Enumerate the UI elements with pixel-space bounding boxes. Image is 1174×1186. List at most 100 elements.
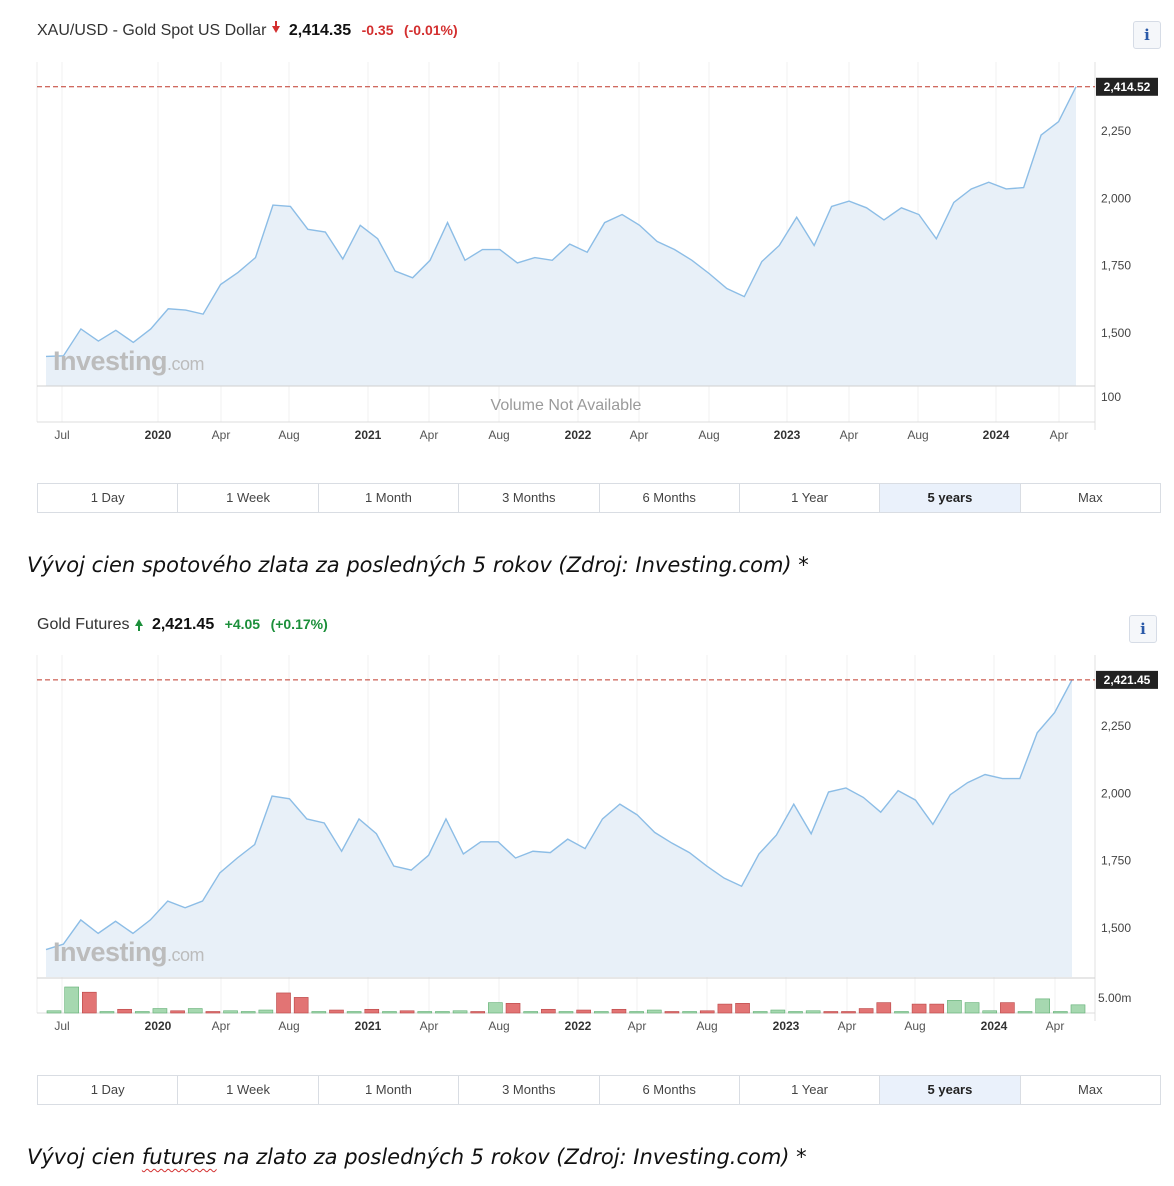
range-button-5-years[interactable]: 5 years [880, 484, 1021, 512]
range-button-1-month[interactable]: 1 Month [319, 1076, 460, 1104]
last-price-tag [1096, 670, 1158, 689]
x-tick-label: 2020 [145, 428, 172, 442]
x-tick-label: Aug [907, 428, 928, 442]
volume-bar [170, 1010, 185, 1014]
last-price-label: 2,414.52 [1104, 80, 1151, 94]
volume-bar [541, 1008, 556, 1014]
range-button-max[interactable]: Max [1078, 490, 1103, 505]
time-range-selector: 1 Day 1 Week 1 Month 3 Months 6 Months 1 Year… [37, 1075, 1161, 1105]
price-change: +4.05 [224, 616, 261, 632]
range-button-1-year[interactable]: 1 Year [740, 484, 881, 512]
volume-bar [982, 1010, 998, 1014]
volume-bar [1070, 1004, 1086, 1014]
volume-bar [205, 1011, 221, 1014]
futures-chart-header: Gold Futures 2,421.45 +4.05 (+0.17%) [37, 616, 328, 634]
info-icon[interactable]: i [1129, 615, 1157, 643]
volume-bar [505, 1003, 521, 1014]
volume-bar [1000, 1002, 1015, 1014]
volume-bar [258, 1009, 274, 1014]
volume-bar [293, 997, 309, 1014]
x-tick-label: Apr [212, 1019, 231, 1033]
price-line [45, 679, 1073, 951]
current-price: 2,421.45 [151, 616, 215, 633]
volume-bar [805, 1010, 821, 1014]
x-tick-label: 2024 [981, 1019, 1008, 1033]
x-tick-label: Aug [278, 428, 299, 442]
spot-chart-header: XAU/USD - Gold Spot US Dollar 2,414.35 -… [37, 21, 458, 40]
x-tick-label: 2020 [145, 1019, 172, 1033]
x-tick-label: Aug [696, 1019, 717, 1033]
spot-price-chart: Investing.com 2,414.52 1,500 1,750 2,000 2,25… [36, 62, 1158, 442]
price-line [45, 86, 1077, 358]
range-button-5-years[interactable]: 5 years [880, 1076, 1021, 1104]
x-tick-label: Apr [1046, 1019, 1065, 1033]
volume-bar [276, 992, 291, 1014]
range-button-6-months[interactable]: 6 Months [600, 484, 740, 512]
range-button-1-week[interactable]: 1 Week [178, 1076, 319, 1104]
x-tick-label: Aug [278, 1019, 299, 1033]
y-tick-label: 2,250 [1101, 124, 1131, 138]
range-button-max[interactable]: Max [1078, 1082, 1103, 1097]
volume-bar [788, 1011, 803, 1014]
futures-chart-panel: Gold Futures 2,421.45 +4.05 (+0.17%) i I… [0, 600, 1174, 1120]
spot-chart-panel: XAU/USD - Gold Spot US Dollar 2,414.35 -… [0, 0, 1174, 530]
x-tick-label: Aug [698, 428, 719, 442]
volume-bar [223, 1010, 238, 1014]
volume-bar [452, 1010, 468, 1014]
y-tick-label: 2,000 [1101, 191, 1131, 205]
volume-bar [240, 1011, 256, 1014]
price-change: -0.35 [361, 22, 394, 38]
price-area-fill [46, 86, 1076, 386]
range-button-3-months[interactable]: 3 Months [459, 484, 600, 512]
volume-bar [646, 1009, 662, 1014]
x-tick-label: 2022 [565, 1019, 592, 1033]
range-button-1-month[interactable]: 1 Month [319, 484, 460, 512]
range-button-1-year[interactable]: 1 Year [740, 1076, 881, 1104]
volume-bar [735, 1003, 750, 1014]
x-tick-label: 2023 [773, 1019, 800, 1033]
spot-chart-caption: Vývoj cien spotového zlata za posledných… [27, 553, 809, 577]
volume-axis-label: 5.00m [1098, 991, 1131, 1005]
volume-bar [929, 1003, 945, 1014]
volume-bar [964, 1002, 980, 1014]
range-button-1-day[interactable]: 1 Day [38, 1076, 179, 1104]
x-tick-label: Apr [1050, 428, 1069, 442]
volume-not-available-text: Volume Not Available [491, 397, 642, 414]
volume-bar [823, 1011, 839, 1014]
volume-bar [752, 1011, 768, 1014]
x-tick-label: Aug [904, 1019, 925, 1033]
x-tick-label: Apr [420, 1019, 439, 1033]
x-tick-label: Aug [488, 1019, 509, 1033]
info-icon[interactable]: i [1133, 21, 1161, 49]
volume-bar [82, 991, 97, 1014]
volume-bar [717, 1003, 733, 1014]
volume-bar [770, 1009, 786, 1014]
volume-bar [417, 1011, 433, 1014]
range-button-6-months[interactable]: 6 Months [600, 1076, 740, 1104]
volume-bar [364, 1008, 380, 1014]
price-change-percent: (-0.01%) [403, 22, 458, 38]
volume-bar [894, 1011, 909, 1014]
volume-bar [311, 1011, 327, 1014]
last-price-tag [1096, 77, 1158, 96]
x-tick-label: Apr [840, 428, 859, 442]
y-tick-label: 1,750 [1101, 854, 1131, 868]
volume-bar [382, 1011, 397, 1014]
volume-bar [470, 1011, 486, 1014]
x-tick-label: 2021 [355, 428, 382, 442]
last-price-label: 2,421.45 [1104, 673, 1151, 687]
volume-bar [629, 1011, 644, 1014]
range-button-1-week[interactable]: 1 Week [178, 484, 319, 512]
volume-bar [346, 1011, 362, 1014]
volume-bar [488, 1002, 503, 1014]
volume-axis-label: 100 [1101, 390, 1121, 404]
investing-watermark: Investing.com [53, 346, 204, 376]
volume-bar [682, 1011, 697, 1014]
price-area-fill [46, 679, 1072, 977]
range-button-1-day[interactable]: 1 Day [38, 484, 179, 512]
volume-bar [46, 1010, 62, 1014]
volume-bar [187, 1008, 203, 1014]
volume-bar [117, 1008, 132, 1014]
range-button-3-months[interactable]: 3 Months [459, 1076, 600, 1104]
x-tick-label: 2021 [355, 1019, 382, 1033]
